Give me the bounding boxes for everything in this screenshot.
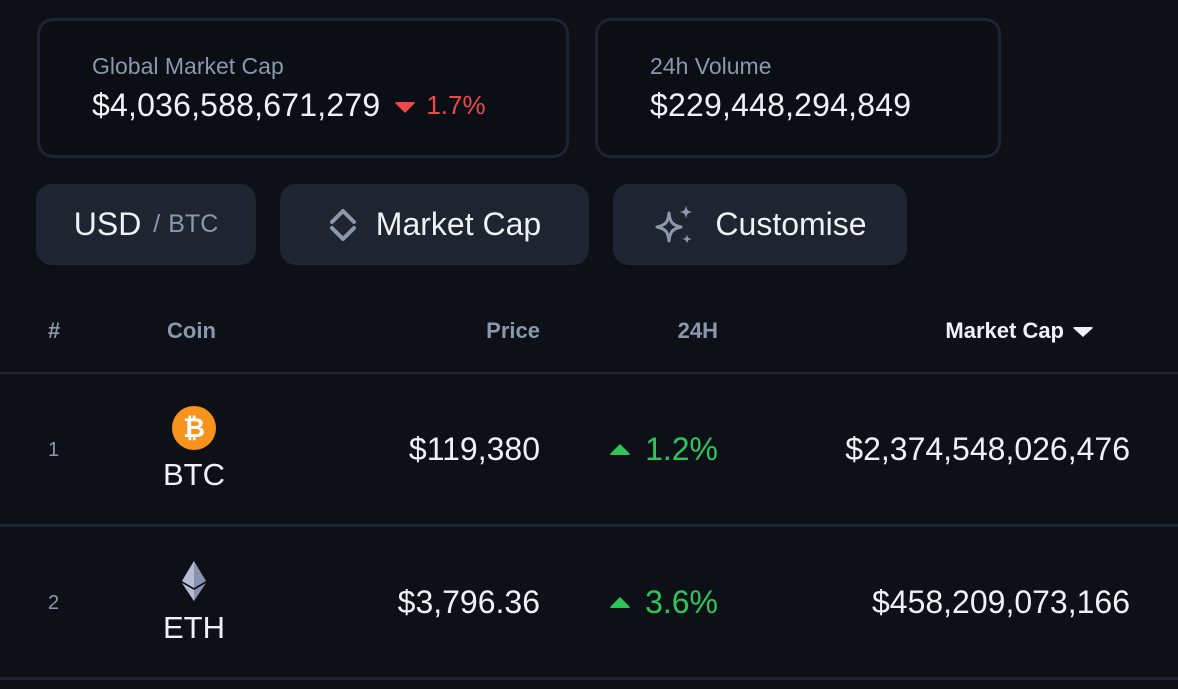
row-coin-symbol: BTC (163, 457, 225, 492)
volume-24h-card: 24h Volume $229,448,294,849 (595, 18, 1001, 158)
volume-24h-value: $229,448,294,849 (650, 87, 912, 123)
row-change-value: 1.2% (645, 431, 718, 467)
sparkle-icon (653, 203, 697, 247)
global-market-cap-value: $4,036,588,671,279 (92, 87, 381, 123)
header-price[interactable]: Price (486, 318, 540, 343)
volume-24h-value-row: $229,448,294,849 (650, 85, 998, 125)
caret-down-icon (394, 101, 417, 113)
row-change: 1.2% (609, 431, 718, 468)
customise-button[interactable]: Customise (613, 184, 907, 265)
row-coin[interactable]: ₿ BTC (144, 405, 244, 493)
global-market-cap-card: Global Market Cap $4,036,588,671,279 1.7… (37, 18, 569, 158)
global-market-cap-value-row: $4,036,588,671,279 1.7% (92, 85, 566, 125)
global-market-cap-change: 1.7% (426, 89, 486, 120)
sort-by-label: Market Cap (375, 206, 542, 242)
global-market-cap-label: Global Market Cap (92, 53, 284, 79)
currency-secondary: BTC (168, 210, 219, 238)
row-coin[interactable]: ETH (144, 558, 244, 646)
row-change-value: 3.6% (645, 584, 718, 620)
table-row[interactable]: 1 ₿ BTC $119,380 1.2% $2,374,548,026,476 (0, 375, 1178, 527)
row-rank: 1 (48, 439, 60, 461)
caret-up-icon (609, 597, 632, 608)
currency-separator: / (153, 210, 161, 238)
header-market-cap[interactable]: Market Cap (945, 318, 1094, 344)
sort-arrows-icon (328, 205, 358, 245)
row-price: $119,380 (408, 431, 540, 467)
row-change: 3.6% (609, 584, 718, 621)
volume-24h-label: 24h Volume (650, 53, 772, 79)
currency-toggle-button[interactable]: USD / BTC (36, 184, 256, 265)
header-24h[interactable]: 24H (677, 318, 718, 343)
ethereum-icon (171, 558, 217, 604)
chevron-down-icon (1072, 327, 1094, 338)
currency-primary: USD (73, 206, 142, 242)
table-header: # Coin Price 24H Market Cap (0, 298, 1178, 374)
table-row[interactable]: 2 ETH $3,796.36 3.6% $458,209,073,166 (0, 528, 1178, 680)
row-market-cap: $458,209,073,166 (871, 584, 1130, 620)
header-rank[interactable]: # (48, 318, 61, 343)
sort-by-button[interactable]: Market Cap (280, 184, 589, 265)
row-coin-symbol: ETH (163, 610, 225, 645)
header-market-cap-label: Market Cap (945, 318, 1064, 343)
bitcoin-icon: ₿ (171, 405, 217, 451)
row-price: $3,796.36 (397, 584, 540, 620)
caret-up-icon (609, 444, 632, 455)
row-market-cap: $2,374,548,026,476 (845, 431, 1130, 467)
row-rank: 2 (48, 592, 60, 614)
svg-text:₿: ₿ (183, 413, 205, 444)
customise-label: Customise (715, 206, 867, 242)
header-coin[interactable]: Coin (167, 318, 216, 343)
